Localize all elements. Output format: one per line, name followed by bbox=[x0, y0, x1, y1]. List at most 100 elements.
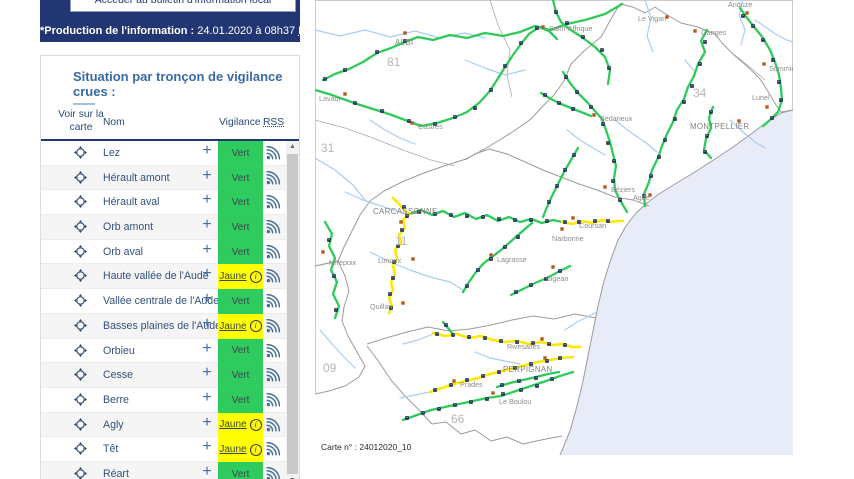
city-marker bbox=[665, 15, 669, 19]
scroll-up-button[interactable]: ▲ bbox=[286, 141, 299, 153]
locate-on-map-button[interactable] bbox=[74, 466, 87, 479]
river-aude-basses-plaines[interactable] bbox=[560, 218, 625, 226]
rss-icon[interactable] bbox=[266, 269, 282, 288]
station-marker-dot bbox=[559, 357, 561, 359]
expand-row-button[interactable]: + bbox=[202, 166, 212, 184]
river-orbieu[interactable] bbox=[461, 221, 534, 294]
vigilance-status-cell[interactable]: Jaune i bbox=[218, 264, 263, 290]
locate-on-map-button[interactable] bbox=[74, 318, 87, 337]
vigilance-map[interactable]: ALBI Lavaur Castres Saint-Affrique Anduze Le … bbox=[315, 0, 793, 455]
vigilance-status-cell[interactable]: Vert bbox=[218, 338, 263, 364]
scroll-down-button[interactable]: ▼ bbox=[286, 475, 299, 479]
table-scrollbar[interactable]: ▲ ▼ bbox=[286, 141, 299, 479]
river-jaur[interactable] bbox=[539, 91, 593, 118]
vigilance-status-cell[interactable]: Jaune i bbox=[218, 437, 263, 462]
river-tech[interactable] bbox=[401, 370, 575, 422]
info-icon[interactable]: i bbox=[249, 270, 262, 283]
station-marker-dot bbox=[691, 85, 693, 87]
expand-row-button[interactable]: + bbox=[202, 438, 212, 456]
river-reart[interactable] bbox=[495, 370, 561, 389]
river-agout[interactable] bbox=[315, 25, 559, 128]
rivers-jaune[interactable] bbox=[387, 196, 625, 394]
panel-title: Situation par tronçon de vigilance crues… bbox=[73, 69, 283, 99]
expand-row-button[interactable]: + bbox=[202, 290, 212, 308]
info-icon[interactable]: i bbox=[249, 320, 262, 333]
locate-on-map-button[interactable] bbox=[74, 442, 87, 460]
river-agly[interactable] bbox=[431, 331, 582, 349]
vigilance-status-cell[interactable]: Vert bbox=[218, 363, 263, 388]
locate-on-map-button[interactable] bbox=[74, 392, 87, 411]
rss-icon[interactable] bbox=[266, 368, 282, 387]
info-icon[interactable]: i bbox=[249, 418, 262, 431]
rss-icon[interactable] bbox=[266, 244, 282, 264]
scrollbar-thumb[interactable] bbox=[287, 154, 298, 474]
station-marker-dot bbox=[546, 220, 548, 222]
troncon-name: Têt bbox=[103, 443, 119, 456]
locate-on-map-button[interactable] bbox=[74, 269, 87, 287]
locate-on-map-button[interactable] bbox=[74, 244, 87, 263]
expand-row-button[interactable]: + bbox=[202, 265, 212, 283]
vigilance-status-text[interactable]: Jaune bbox=[219, 444, 247, 456]
vigilance-status-cell[interactable]: Vert bbox=[218, 239, 263, 265]
department-number: 31 bbox=[321, 141, 335, 155]
rss-icon[interactable] bbox=[266, 343, 282, 363]
info-icon[interactable]: i bbox=[249, 443, 262, 456]
vigilance-status-cell[interactable]: Vert bbox=[218, 141, 263, 166]
vigilance-status-cell[interactable]: Vert bbox=[218, 289, 263, 314]
locate-on-map-button[interactable] bbox=[74, 220, 87, 238]
expand-row-button[interactable]: + bbox=[202, 413, 212, 431]
rss-icon[interactable] bbox=[266, 145, 282, 165]
locate-on-map-button[interactable] bbox=[74, 294, 87, 312]
locate-on-map-button[interactable] bbox=[74, 417, 87, 436]
river-orb[interactable] bbox=[561, 70, 629, 214]
vigilance-status-text[interactable]: Jaune bbox=[219, 419, 247, 431]
expand-row-button[interactable]: + bbox=[202, 142, 212, 159]
rss-header-link[interactable]: RSS bbox=[263, 117, 285, 128]
expand-row-button[interactable]: + bbox=[202, 462, 212, 479]
rss-icon[interactable] bbox=[266, 170, 282, 190]
expand-row-button[interactable]: + bbox=[202, 191, 212, 209]
station-marker-dot bbox=[466, 285, 468, 287]
locate-on-map-button[interactable] bbox=[74, 195, 87, 213]
station-marker-dot bbox=[658, 156, 660, 158]
bulletin-button[interactable]: Accéder au bulletin d'information local bbox=[70, 0, 296, 12]
rss-icon[interactable] bbox=[266, 219, 282, 239]
vigilance-status-text[interactable]: Jaune bbox=[219, 271, 247, 283]
vigilance-status-cell[interactable]: Jaune i bbox=[218, 313, 263, 339]
vigilance-status-cell[interactable]: Vert bbox=[218, 461, 263, 479]
vigilance-status-cell[interactable]: Vert bbox=[218, 165, 263, 191]
rss-icon[interactable] bbox=[266, 392, 282, 412]
vigilance-status-cell[interactable]: Jaune i bbox=[218, 412, 263, 438]
rss-arcs-icon bbox=[266, 219, 281, 234]
expand-row-button[interactable]: + bbox=[202, 388, 212, 406]
station-marker-dot bbox=[590, 106, 592, 108]
river-hers[interactable] bbox=[323, 220, 341, 320]
dept-boundary-81-12 bbox=[489, 0, 513, 98]
locate-on-map-button[interactable] bbox=[74, 146, 87, 164]
locate-on-map-button[interactable] bbox=[74, 343, 87, 362]
vigilance-status-cell[interactable]: Vert bbox=[218, 190, 263, 216]
river-cesse[interactable] bbox=[541, 146, 580, 219]
rss-icon[interactable] bbox=[266, 442, 282, 461]
station-marker-dot bbox=[772, 59, 774, 61]
river-tet[interactable] bbox=[428, 355, 575, 394]
vigilance-status-cell[interactable]: Vert bbox=[218, 215, 263, 240]
department-number: 09 bbox=[323, 361, 337, 375]
expand-row-button[interactable]: + bbox=[202, 216, 212, 234]
vigilance-status-cell[interactable]: Vert bbox=[218, 387, 263, 413]
rss-icon[interactable] bbox=[266, 417, 282, 437]
rss-icon[interactable] bbox=[266, 318, 282, 338]
locate-on-map-button[interactable] bbox=[74, 170, 87, 189]
expand-row-button[interactable]: + bbox=[202, 339, 212, 357]
expand-row-button[interactable]: + bbox=[202, 240, 212, 258]
rss-icon[interactable] bbox=[266, 466, 282, 479]
rss-icon[interactable] bbox=[266, 293, 282, 313]
rss-icon[interactable] bbox=[266, 195, 282, 214]
expand-row-button[interactable]: + bbox=[202, 314, 212, 332]
locate-on-map-button[interactable] bbox=[74, 368, 87, 386]
station-marker-dot bbox=[536, 27, 538, 29]
troncon-panel: Situation par tronçon de vigilance crues… bbox=[40, 55, 300, 479]
table-row: Têt + Jaune i bbox=[41, 437, 286, 462]
expand-row-button[interactable]: + bbox=[202, 364, 212, 382]
vigilance-status-text[interactable]: Jaune bbox=[219, 320, 247, 332]
